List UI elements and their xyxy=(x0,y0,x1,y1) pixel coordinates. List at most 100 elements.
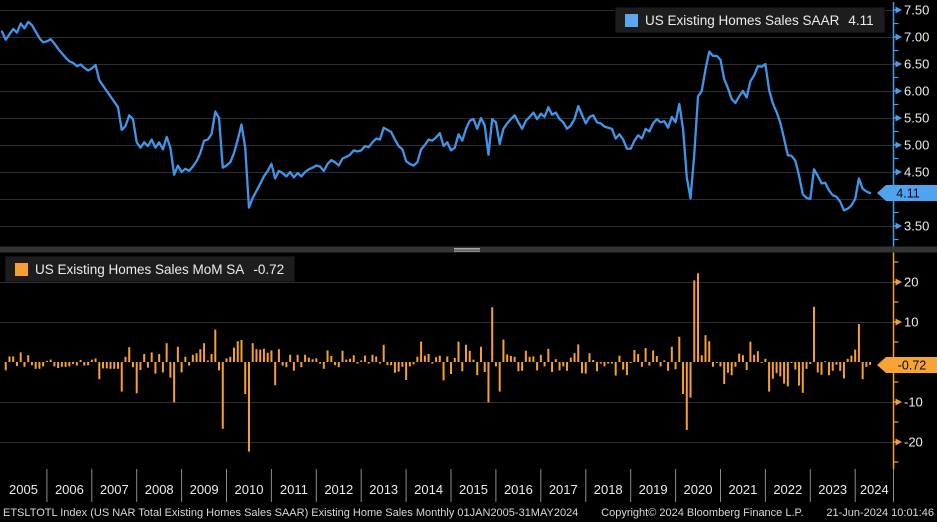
mom-bar xyxy=(857,324,860,362)
mom-bar xyxy=(614,362,617,376)
mom-bar xyxy=(581,362,584,374)
legend-mom[interactable]: US Existing Homes Sales MoM SA -0.72 xyxy=(5,256,296,282)
mom-bar xyxy=(412,362,415,365)
timestamp: 21-Jun-2024 10:01:46 xyxy=(826,507,934,519)
x-axis-year-strip: 2005 2006 2007 2008 2009 2010 2011 2012 2013 2014… xyxy=(9,469,894,502)
mom-bar xyxy=(244,362,247,394)
axis-tick-arrow-icon xyxy=(895,438,902,446)
year-label: 2010 xyxy=(235,482,264,497)
mom-bar xyxy=(19,352,22,362)
mom-bar xyxy=(577,344,580,362)
mom-bar xyxy=(300,362,303,368)
saar-last-value-tag-text: 4.11 xyxy=(896,187,919,201)
mom-bar xyxy=(644,348,647,362)
mom-bar xyxy=(622,362,625,370)
mom-bar xyxy=(835,362,838,365)
saar-line-path xyxy=(0,20,872,212)
mom-bar xyxy=(124,356,127,362)
legend-saar[interactable]: US Existing Homes Sales SAAR 4.11 xyxy=(615,7,885,33)
mom-bar xyxy=(274,362,277,386)
saar-right-axis: 7.50 7.00 6.50 6.00 5.50 5.00 4.50 3.50 xyxy=(892,2,929,250)
mom-bar xyxy=(75,362,78,366)
axis-tick-label: 20 xyxy=(904,275,918,290)
mom-bar xyxy=(236,341,239,362)
mom-bar xyxy=(247,362,250,452)
mom-bar xyxy=(117,362,119,369)
mom-bar xyxy=(15,362,18,366)
axis-tick-label: 4.50 xyxy=(904,165,929,180)
mom-bar xyxy=(427,354,430,362)
year-label: 2018 xyxy=(594,482,623,497)
mom-bar xyxy=(371,354,374,362)
panel-divider-handle[interactable] xyxy=(454,250,480,252)
mom-bar xyxy=(554,359,557,362)
legend-mom-label: US Existing Homes Sales MoM SA xyxy=(35,261,245,277)
axis-tick-arrow-icon xyxy=(895,87,902,95)
mom-bar xyxy=(805,362,808,369)
mom-bar xyxy=(199,349,202,362)
mom-bar xyxy=(625,362,628,376)
year-label: 2016 xyxy=(504,482,533,497)
mom-bar xyxy=(57,362,60,368)
mom-bar xyxy=(296,354,299,362)
mom-bar xyxy=(191,354,194,362)
mom-bar xyxy=(764,358,767,362)
mom-bar xyxy=(689,362,692,398)
mom-bar xyxy=(640,362,643,367)
mom-bar xyxy=(809,362,812,364)
panel-divider xyxy=(0,246,937,253)
axis-tick-label: -20 xyxy=(904,435,923,450)
mom-bar xyxy=(255,349,258,362)
copyright-text: Copyright© 2024 Bloomberg Finance L.P. xyxy=(601,507,804,519)
mom-bar xyxy=(655,356,658,362)
mom-bar xyxy=(281,362,284,366)
year-label: 2013 xyxy=(369,482,398,497)
mom-bar xyxy=(401,362,404,367)
mom-bar xyxy=(221,362,224,429)
mom-bar xyxy=(72,362,75,364)
saar-line-series xyxy=(0,20,872,212)
mom-bar xyxy=(528,356,531,362)
axis-tick-arrow-icon xyxy=(895,318,902,326)
year-label: 2015 xyxy=(459,482,488,497)
mom-bar xyxy=(708,341,711,362)
mom-bar xyxy=(34,362,37,369)
axis-tick-label: 5.00 xyxy=(904,138,929,153)
mom-bar xyxy=(479,346,482,362)
mom-bar xyxy=(315,358,318,362)
mom-bar xyxy=(603,362,606,367)
mom-bar xyxy=(27,355,30,362)
mom-bar xyxy=(285,362,288,368)
mom-bar xyxy=(143,354,146,362)
mom-bar xyxy=(442,362,445,381)
mom-bar xyxy=(450,362,453,374)
mom-bar xyxy=(420,341,423,362)
mom-bar xyxy=(506,354,509,362)
year-label: 2005 xyxy=(9,482,38,497)
mom-bar xyxy=(266,352,269,362)
mom-bar xyxy=(693,280,696,362)
mom-bar xyxy=(827,362,830,376)
mom-bar xyxy=(753,354,756,362)
axis-tick-arrow-icon xyxy=(895,114,902,122)
mom-bar xyxy=(652,350,655,362)
mom-bar xyxy=(165,343,168,362)
mom-bar xyxy=(558,362,561,371)
axis-tick-arrow-icon xyxy=(895,33,902,41)
mom-bar xyxy=(517,362,520,372)
mom-bar xyxy=(45,360,48,362)
panel-divider-handle[interactable] xyxy=(454,248,480,250)
mom-bar xyxy=(551,362,554,372)
mom-bar xyxy=(176,346,179,362)
mom-bar xyxy=(461,362,464,372)
mom-bar xyxy=(521,362,524,371)
mom-bar xyxy=(42,362,45,367)
mom-bar xyxy=(240,340,243,362)
mom-bar xyxy=(768,362,771,392)
mom-bar xyxy=(225,358,228,362)
mom-bar xyxy=(154,362,157,374)
mom-bar xyxy=(146,362,149,368)
saar-plot-area[interactable] xyxy=(0,2,894,247)
